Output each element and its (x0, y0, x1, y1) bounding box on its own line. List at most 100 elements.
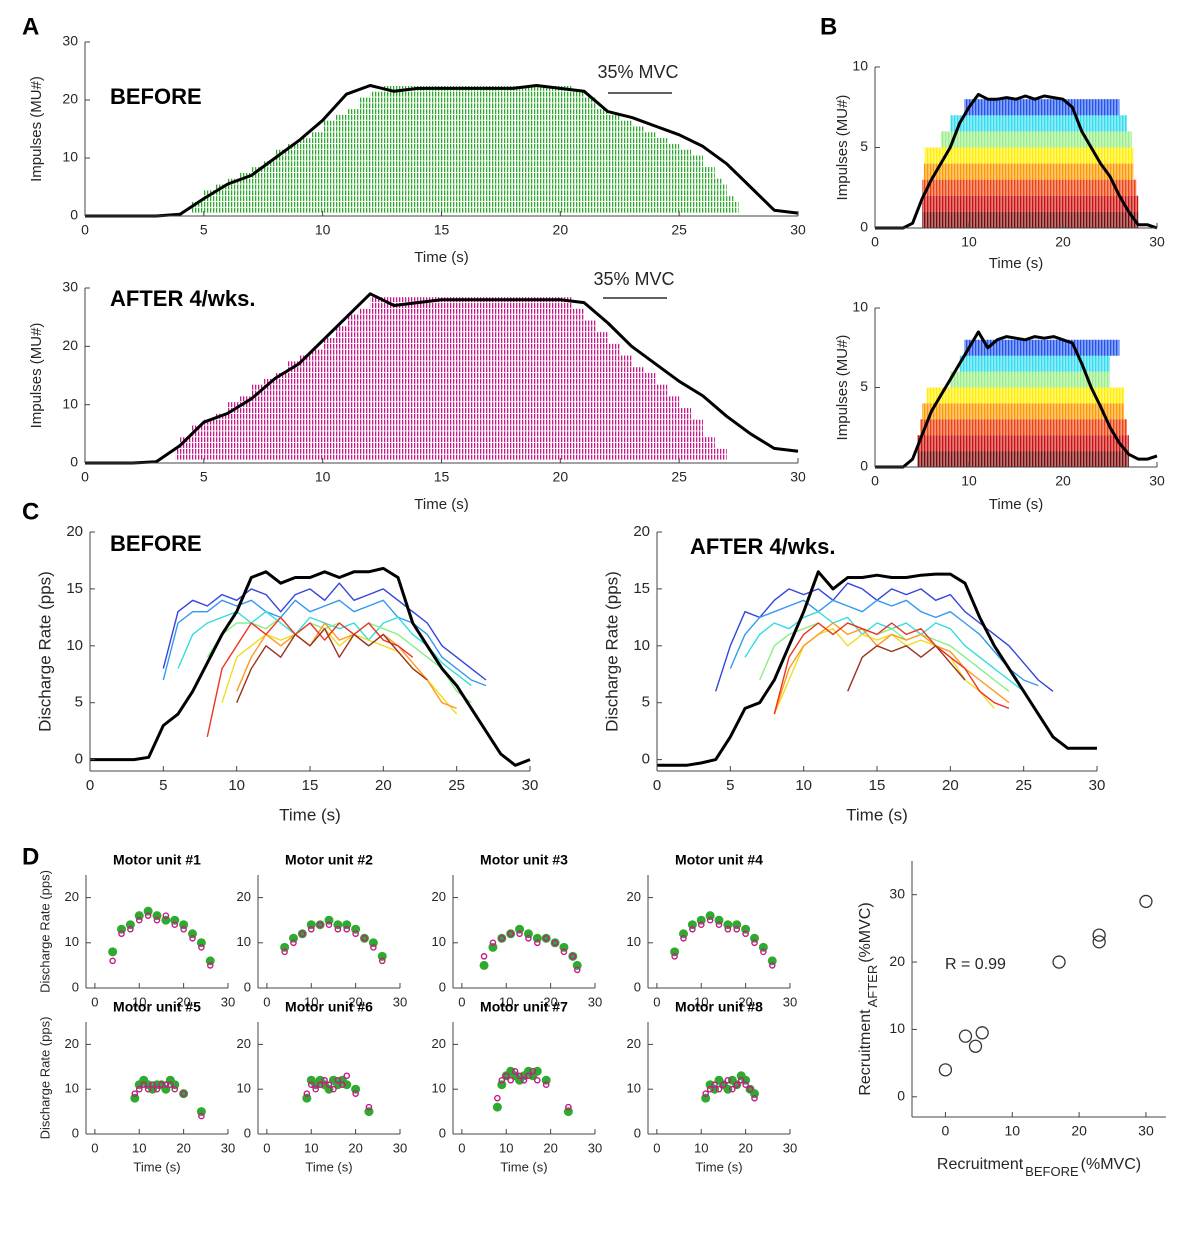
x-tick-label: 0 (91, 994, 98, 1009)
y-tick-label: 0 (72, 1125, 79, 1140)
chart-title: Motor unit #6 (285, 999, 373, 1015)
label-part: Recruitment (937, 1156, 1024, 1173)
y-tick-label: 10 (852, 299, 868, 315)
chart-title: Motor unit #2 (285, 852, 373, 868)
data-point (324, 915, 334, 925)
data-point (325, 921, 333, 929)
y-tick-label: 0 (439, 979, 446, 994)
motor-unit-spikes (358, 308, 585, 314)
y-tick-label: 20 (65, 889, 79, 904)
discharge-line (236, 628, 428, 703)
data-point (152, 911, 162, 921)
data-point (196, 1107, 206, 1117)
data-point (125, 920, 135, 930)
x-tick-label: 20 (543, 1140, 557, 1155)
panel-label: B (820, 13, 837, 40)
x-tick-label: 20 (1055, 473, 1071, 489)
x-tick-label: 10 (304, 994, 318, 1009)
data-point (542, 1081, 550, 1089)
data-point (715, 921, 723, 929)
y-axis-label: Discharge Rate (pps) (37, 1017, 52, 1140)
x-tick-label: 20 (1055, 234, 1071, 250)
force-line (875, 92, 1158, 230)
x-tick-label: 0 (653, 994, 660, 1009)
motor-unit-spikes (203, 190, 727, 196)
y-tick-label: 10 (65, 1081, 79, 1096)
motor-unit-spikes (298, 355, 632, 361)
motor-unit-spikes (964, 99, 1120, 116)
y-tick-label: 10 (633, 637, 650, 654)
motor-unit-spikes (191, 425, 703, 431)
y-tick-label: 5 (75, 694, 83, 711)
discharge-line (715, 582, 1054, 692)
x-tick-label: 30 (221, 1140, 235, 1155)
data-point (758, 942, 768, 952)
data-point (180, 925, 187, 933)
data-point (339, 1081, 346, 1089)
x-axis-label: Recruitment BEFORE (%MVC) (937, 1156, 1141, 1179)
x-tick-label: 20 (543, 994, 557, 1009)
x-tick-label: 0 (86, 777, 94, 794)
x-tick-label: 10 (795, 777, 812, 794)
x-tick-label: 30 (1089, 777, 1106, 794)
y-tick-label: 10 (237, 1081, 251, 1096)
data-point (696, 915, 706, 925)
motor-unit-spikes (239, 172, 715, 178)
x-tick-label: 15 (434, 469, 450, 485)
y-axis-label: Discharge Rate (pps) (602, 571, 621, 732)
discharge-line (206, 616, 414, 738)
y-tick-label: 15 (633, 580, 650, 597)
annotation: 35% MVC (597, 62, 678, 82)
data-point (302, 1093, 312, 1103)
motor-unit-spikes (275, 155, 703, 161)
data-point (697, 921, 705, 929)
motor-unit-spikes (334, 114, 620, 120)
data-point (733, 925, 741, 933)
data-point (572, 960, 582, 970)
data-point (306, 920, 316, 930)
y-axis-label: Impulses (MU#) (28, 323, 45, 429)
x-axis-label: Time (s) (133, 1159, 180, 1174)
force-line (85, 84, 799, 218)
x-tick-label: 0 (81, 222, 89, 238)
y-tick-label: 20 (62, 91, 78, 107)
data-point (180, 1090, 187, 1097)
y-tick-label: 10 (852, 58, 868, 74)
data-point (968, 1039, 983, 1053)
y-axis-label: Impulses (MU#) (834, 335, 851, 441)
motor-unit-spikes (334, 332, 608, 338)
data-point (127, 925, 134, 933)
data-point (511, 1067, 519, 1075)
chart-title: Motor unit #1 (113, 852, 201, 868)
data-point (134, 911, 144, 921)
data-point (171, 921, 179, 929)
x-tick-label: 30 (783, 994, 797, 1009)
data-point (334, 925, 342, 933)
data-point (131, 1090, 139, 1097)
chart-title: Motor unit #7 (480, 999, 568, 1015)
data-point (714, 915, 724, 925)
motor-unit-spikes (251, 167, 715, 173)
panel-label: A (22, 13, 39, 40)
motor-unit-spikes (175, 448, 727, 454)
force-line (875, 330, 1158, 469)
y-tick-label: 0 (860, 219, 868, 235)
force-line (657, 570, 1097, 767)
motor-unit-spikes (310, 132, 656, 138)
x-tick-label: 20 (942, 777, 959, 794)
data-point (167, 1081, 174, 1089)
panel-label: C (22, 498, 39, 525)
data-point (679, 929, 688, 939)
x-tick-label: 20 (176, 994, 190, 1009)
discharge-line (236, 622, 457, 710)
motor-unit-spikes (923, 163, 1134, 180)
motor-unit-spikes (917, 435, 1129, 452)
x-tick-label: 0 (942, 1123, 950, 1139)
x-tick-label: 5 (200, 222, 208, 238)
force-line (85, 292, 799, 465)
data-point (479, 960, 489, 970)
motor-unit-spikes (263, 161, 703, 167)
x-tick-label: 0 (458, 1140, 465, 1155)
x-tick-label: 30 (1149, 473, 1165, 489)
data-point (532, 933, 542, 943)
